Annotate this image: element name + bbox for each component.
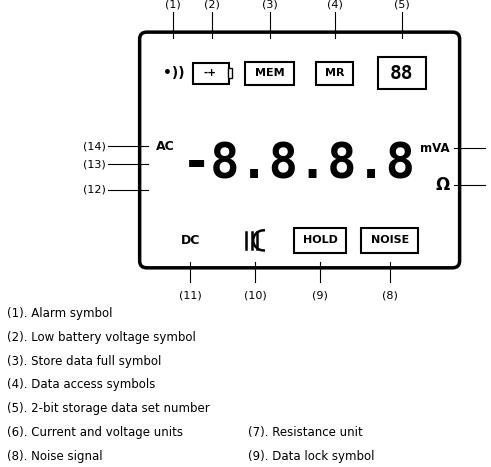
FancyBboxPatch shape: [246, 62, 294, 85]
FancyBboxPatch shape: [361, 228, 418, 253]
Text: (11): (11): [179, 290, 201, 301]
Text: NOISE: NOISE: [371, 235, 409, 245]
Text: (8): (8): [382, 290, 398, 301]
Text: (2). Low battery voltage symbol: (2). Low battery voltage symbol: [7, 331, 196, 344]
Text: •)): •)): [163, 66, 184, 80]
Text: (7). Resistance unit: (7). Resistance unit: [248, 426, 363, 439]
Text: AC: AC: [156, 140, 174, 153]
FancyBboxPatch shape: [378, 57, 426, 89]
Text: Ω: Ω: [436, 176, 450, 194]
Text: DC: DC: [181, 234, 200, 247]
FancyBboxPatch shape: [192, 63, 229, 85]
Text: (2): (2): [204, 0, 220, 9]
Text: (5): (5): [394, 0, 410, 9]
FancyBboxPatch shape: [228, 68, 232, 78]
Text: (4). Data access symbols: (4). Data access symbols: [7, 378, 156, 391]
FancyBboxPatch shape: [316, 62, 354, 85]
Text: mVA: mVA: [420, 142, 450, 155]
Text: 88: 88: [390, 64, 413, 83]
Text: (4): (4): [327, 0, 342, 9]
Text: (9). Data lock symbol: (9). Data lock symbol: [248, 450, 375, 463]
FancyBboxPatch shape: [139, 32, 460, 268]
Text: (14): (14): [83, 141, 106, 151]
Text: MEM: MEM: [255, 68, 284, 78]
Text: (1): (1): [165, 0, 181, 9]
FancyBboxPatch shape: [294, 228, 346, 253]
Text: -+: -+: [203, 68, 217, 78]
Text: HOLD: HOLD: [302, 235, 337, 245]
Text: (13): (13): [83, 159, 106, 170]
Text: (8). Noise signal: (8). Noise signal: [7, 450, 103, 463]
Text: (9): (9): [312, 290, 328, 301]
Text: (10): (10): [244, 290, 267, 301]
Text: -8.8.8.8: -8.8.8.8: [182, 141, 415, 188]
Text: (6). Current and voltage units: (6). Current and voltage units: [7, 426, 183, 439]
Text: (5). 2-bit storage data set number: (5). 2-bit storage data set number: [7, 402, 210, 415]
Text: (3). Store data full symbol: (3). Store data full symbol: [7, 355, 162, 368]
Text: (1). Alarm symbol: (1). Alarm symbol: [7, 307, 113, 320]
Text: (12): (12): [83, 184, 106, 195]
Text: MR: MR: [325, 68, 344, 78]
Text: (3): (3): [262, 0, 277, 9]
